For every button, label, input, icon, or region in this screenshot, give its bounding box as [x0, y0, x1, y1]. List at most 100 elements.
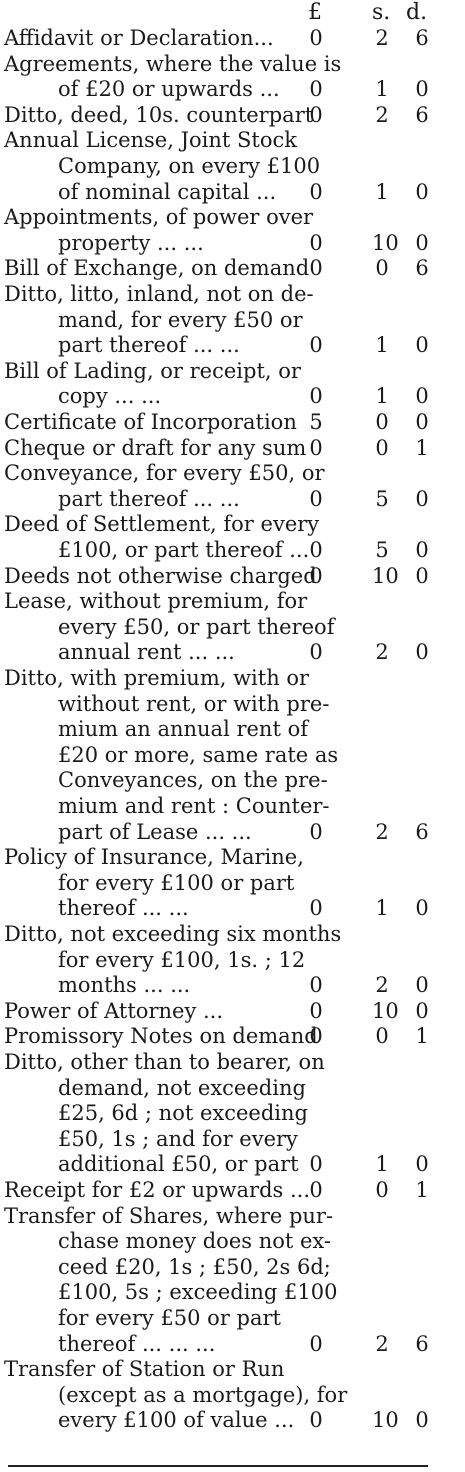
entry-line: Agreements, where the value is — [0, 52, 465, 78]
entry-line: Policy of Insurance, Marine, — [0, 845, 465, 871]
entry-line: Appointments, of power over — [0, 205, 465, 231]
entry-line: part of Lease ... ... 0 2 6 — [0, 820, 465, 846]
entry-line: (except as a mortgage), for — [0, 1383, 465, 1409]
amount-shillings: 10 — [372, 1408, 399, 1433]
entry-line: demand, not exceeding — [0, 1076, 465, 1102]
amount-pounds: 0 — [309, 998, 323, 1023]
entry-text: Annual License, Joint Stock — [4, 128, 297, 153]
amount-pence: 0 — [415, 333, 429, 358]
entry-line: thereof ... ... 0 1 0 — [0, 896, 465, 922]
entry-line: Transfer of Shares, where pur- — [0, 1204, 465, 1230]
entry-text: Policy of Insurance, Marine, — [4, 845, 304, 870]
entry-text: Ditto, deed, 10s. counterpart — [4, 102, 314, 127]
amount-pounds: 0 — [309, 1024, 323, 1049]
entry-line: Receipt for £2 or upwards ... 0 0 1 — [0, 1178, 465, 1204]
entry-line: annual rent ... ... 0 2 0 — [0, 640, 465, 666]
entry-line: property ... ... 0 10 0 — [0, 231, 465, 257]
amount-shillings: 10 — [372, 563, 399, 588]
entry-text: chase money does not ex- — [58, 1229, 331, 1254]
entry-line: mand, for every £50 or — [0, 308, 465, 334]
entry-line: part thereof ... ... 0 1 0 — [0, 333, 465, 359]
entry-text: mium an annual rent of — [58, 717, 308, 742]
amount-pence: 0 — [415, 640, 429, 665]
amount-pounds: 0 — [309, 102, 323, 127]
entry-line: £50, 1s ; and for every — [0, 1127, 465, 1153]
amount-pence: 6 — [415, 26, 429, 50]
amount-shillings: 10 — [372, 998, 399, 1023]
entry-line: thereof ... ... ... 0 2 6 — [0, 1332, 465, 1358]
entry-line: of £20 or upwards ... 0 1 0 — [0, 77, 465, 103]
entry-line: Lease, without premium, for — [0, 589, 465, 615]
entry-text: Deed of Settlement, for every — [4, 512, 320, 537]
entry-text: copy ... ... — [58, 384, 162, 409]
entry-text: Agreements, where the value is — [4, 51, 342, 76]
entry-text: of £20 or upwards ... — [58, 77, 280, 102]
amount-pounds: 0 — [309, 896, 323, 921]
entry-text: mand, for every £50 or — [58, 307, 303, 332]
amount-shillings: 0 — [375, 435, 389, 460]
entry-line: part thereof ... ... 0 5 0 — [0, 487, 465, 513]
entry-text: £100, or part thereof ... — [58, 538, 310, 562]
entry-text: of nominal capital ... — [58, 179, 277, 204]
entry-line: for every £100, 1s. ; 12 — [0, 948, 465, 974]
amount-shillings: 0 — [375, 256, 389, 281]
amount-pounds: 0 — [309, 973, 323, 998]
amount-shillings: 2 — [375, 819, 389, 844]
entry-line: Power of Attorney ... 0 10 0 — [0, 999, 465, 1025]
entry-text: Company, on every £100 — [58, 154, 321, 178]
amount-pounds: 0 — [309, 563, 323, 588]
entry-text: Conveyances, on the pre- — [58, 768, 328, 793]
entry-line: Promissory Notes on demand 0 0 1 — [0, 1024, 465, 1050]
amount-shillings: 2 — [375, 1331, 389, 1356]
entry-line: every £100 of value ... 0 10 0 — [0, 1408, 465, 1434]
entry-text: Bill of Exchange, on demand — [4, 256, 310, 281]
entry-text: Appointments, of power over — [4, 205, 314, 230]
entry-line: mium and rent : Counter- — [0, 794, 465, 820]
amount-pence: 0 — [415, 896, 429, 921]
entry-text: Ditto, not exceeding six months — [4, 922, 342, 946]
amount-shillings: 1 — [375, 384, 389, 409]
amount-pounds: 0 — [309, 333, 323, 358]
header-pounds: £ — [308, 0, 322, 25]
entry-line: Transfer of Station or Run — [0, 1357, 465, 1383]
amount-pounds: 0 — [309, 384, 323, 409]
entry-text: Ditto, litto, inland, not on de- — [4, 282, 314, 306]
amount-shillings: 1 — [375, 179, 389, 204]
amount-pence: 0 — [415, 486, 429, 511]
amount-shillings: 1 — [375, 77, 389, 102]
amount-pence: 0 — [415, 179, 429, 204]
entry-line: Ditto, deed, 10s. counterpart 0 2 6 — [0, 103, 465, 129]
amount-pounds: 0 — [309, 77, 323, 102]
entry-text: £100, 5s ; exceeding £100 — [58, 1280, 338, 1305]
entry-line: £20 or more, same rate as — [0, 743, 465, 769]
amount-shillings: 1 — [375, 896, 389, 921]
entry-line: chase money does not ex- — [0, 1229, 465, 1255]
entry-text: every £50, or part thereof — [58, 614, 335, 639]
amount-pence: 0 — [415, 77, 429, 102]
entry-text: Receipt for £2 or upwards ... — [4, 1178, 311, 1202]
entry-line: every £50, or part thereof — [0, 615, 465, 641]
amount-pounds: 0 — [309, 486, 323, 511]
entry-text: demand, not exceeding — [58, 1075, 306, 1100]
entry-text: part of Lease ... ... — [58, 819, 252, 844]
amount-pence: 1 — [415, 435, 429, 460]
entry-text: part thereof ... ... — [58, 486, 240, 511]
entry-text: Cheque or draft for any sum — [4, 435, 307, 460]
amount-pounds: 0 — [309, 1331, 323, 1356]
entry-text: Lease, without premium, for — [4, 589, 308, 614]
entry-text: without rent, or with pre- — [58, 691, 330, 716]
entry-line: months ... ... 0 2 0 — [0, 973, 465, 999]
entry-line: Deed of Settlement, for every — [0, 512, 465, 538]
entry-text: Power of Attorney ... — [4, 998, 224, 1023]
amount-pence: 0 — [415, 538, 429, 562]
entry-text: property ... ... — [58, 230, 204, 255]
entry-text: mium and rent : Counter- — [58, 794, 330, 818]
entry-line: Ditto, with premium, with or — [0, 666, 465, 692]
amount-pounds: 0 — [309, 1178, 323, 1202]
entry-text: thereof ... ... — [58, 896, 189, 921]
header-pence: d. — [406, 0, 428, 25]
entry-line: copy ... ... 0 1 0 — [0, 384, 465, 410]
entry-text: Ditto, other than to bearer, on — [4, 1050, 325, 1074]
amount-pounds: 0 — [309, 819, 323, 844]
amount-pence: 0 — [415, 410, 429, 434]
